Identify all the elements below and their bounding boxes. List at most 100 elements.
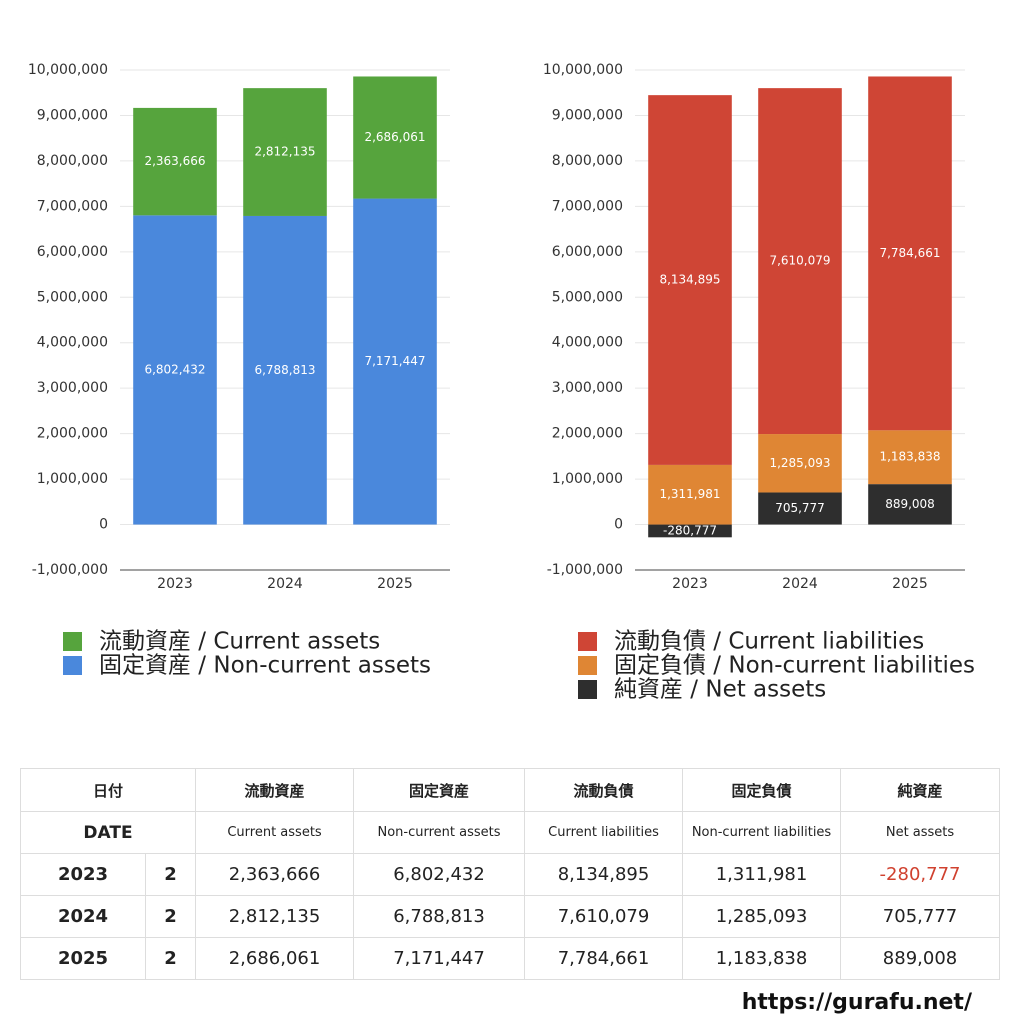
table-cell: Non-current assets [353,811,526,854]
value-label: 8,134,895 [659,273,720,287]
value-label: 2,686,061 [364,130,425,144]
bar-segment [648,95,732,465]
value-label: 7,784,661 [879,246,940,260]
bar-segment [133,215,217,525]
bar-segment [868,76,952,431]
x-tick-label: 2023 [157,576,193,592]
table-cell: 8,134,895 [524,853,684,896]
legend-swatch [578,680,597,699]
table-cell: 2 [144,853,197,896]
legend-swatch [578,632,597,651]
table-cell: 2024 [20,895,146,938]
table-row: 日付 流動資産 固定資産 流動負債 固定負債 純資産 [19,768,1001,812]
table-cell: DATE [19,811,197,854]
table-cell: 1,285,093 [682,895,842,938]
value-label: 1,183,838 [879,450,940,464]
table-cell: -280,777 [840,853,1001,896]
table-cell: 7,171,447 [353,937,526,980]
table-cell: 2,363,666 [195,853,355,896]
value-label: 6,788,813 [254,363,315,377]
y-tick-label: 4,000,000 [552,335,623,351]
legend-label: 純資産 / Net assets [614,677,826,703]
legend-swatch [63,656,82,675]
table-row: 2024 2 2,812,135 6,788,813 7,610,079 1,285,09… [20,895,1001,938]
legend-swatch [63,632,82,651]
y-tick-label: 9,000,000 [552,107,623,123]
value-label: 1,311,981 [659,487,720,501]
table-cell: 2,812,135 [195,895,355,938]
value-label: 1,285,093 [769,456,830,470]
y-tick-label: 9,000,000 [37,107,108,123]
legend-label: 流動資産 / Current assets [99,629,380,655]
y-tick-label: 10,000,000 [28,62,108,78]
table-cell: 日付 [19,768,197,812]
y-tick-label: 10,000,000 [543,62,623,78]
y-tick-label: 7,000,000 [552,198,623,214]
data-table: 日付 流動資産 固定資産 流動負債 固定負債 純資産 DATE Current assets N… [19,768,1001,980]
table-cell: Non-current liabilities [682,811,842,854]
table-cell: 流動資産 [195,768,355,812]
table-cell: 705,777 [840,895,1001,938]
value-label: 705,777 [775,501,825,515]
value-label: 7,171,447 [364,354,425,368]
bar-segment [758,88,842,435]
value-label: 889,008 [885,497,935,511]
bar-segment [133,107,217,216]
x-tick-label: 2023 [672,576,708,592]
table-cell: 固定負債 [682,768,842,812]
y-tick-label: 0 [99,517,108,533]
table-cell: 7,784,661 [524,937,684,980]
table-cell: 1,311,981 [682,853,842,896]
x-tick-label: 2025 [377,576,413,592]
table-cell: 6,802,432 [353,853,526,896]
table-cell: 2023 [20,853,146,896]
value-label: 6,802,432 [144,362,205,376]
y-tick-label: -1,000,000 [547,562,623,578]
legend-label: 固定負債 / Non-current liabilities [614,653,975,679]
table-cell: 2 [144,895,197,938]
table-row: DATE Current assets Non-current assets Curr… [19,811,1001,854]
y-tick-label: 7,000,000 [37,198,108,214]
legend-swatch [578,656,597,675]
bar-segment [868,484,952,525]
bar-segment [868,430,952,485]
bar-segment [353,198,437,525]
bar-segment [648,524,732,538]
y-tick-label: 1,000,000 [552,471,623,487]
bar-segment [243,215,327,525]
legend-label: 流動負債 / Current liabilities [614,629,924,655]
value-label: -280,777 [663,523,717,537]
legend-label: 固定資産 / Non-current assets [99,653,431,679]
table-cell: 7,610,079 [524,895,684,938]
bar-segment [758,434,842,493]
table-row: 2025 2 2,686,061 7,171,447 7,784,661 1,183,83… [20,937,1001,980]
bar-segment [758,492,842,525]
table-cell: 1,183,838 [682,937,842,980]
table-row: 2023 2 2,363,666 6,802,432 8,134,895 1,311,98… [20,853,1001,896]
x-tick-label: 2024 [782,576,818,592]
y-tick-label: 8,000,000 [552,153,623,169]
bar-segment [648,464,732,525]
bar-segment [353,76,437,199]
table-cell: 2,686,061 [195,937,355,980]
y-tick-label: 3,000,000 [37,380,108,396]
y-tick-label: 1,000,000 [37,471,108,487]
value-label: 2,363,666 [144,154,205,168]
value-label: 2,812,135 [254,145,315,159]
x-tick-label: 2024 [267,576,303,592]
table-cell: 6,788,813 [353,895,526,938]
table-cell: 固定資産 [353,768,526,812]
table-cell: 2 [144,937,197,980]
bar-segment [243,88,327,216]
footer-url: https://gurafu.net/ [741,990,972,1015]
y-tick-label: 2,000,000 [37,426,108,442]
y-tick-label: -1,000,000 [32,562,108,578]
table-cell: 流動負債 [524,768,684,812]
y-tick-label: 0 [614,517,623,533]
y-tick-label: 6,000,000 [37,244,108,260]
y-tick-label: 8,000,000 [37,153,108,169]
table-cell: 2025 [20,937,146,980]
y-tick-label: 4,000,000 [37,335,108,351]
y-tick-label: 6,000,000 [552,244,623,260]
